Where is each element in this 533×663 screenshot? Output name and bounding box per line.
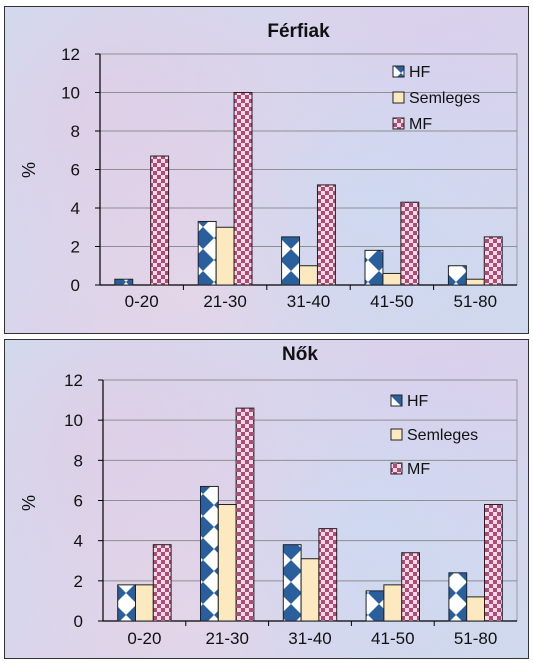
chart-title: Férfiak [267, 21, 330, 42]
bar-mf-21-30 [235, 407, 255, 622]
x-tick-label: 31-40 [287, 292, 330, 311]
x-tick-label: 21-30 [203, 292, 246, 311]
y-tick-label: 2 [71, 238, 80, 257]
bar-hf-21-30 [197, 220, 217, 286]
bar-mf-41-50 [401, 552, 421, 622]
chart-title: Nők [282, 344, 318, 365]
y-tick-label: 6 [71, 161, 80, 180]
y-axis-label: % [19, 495, 39, 511]
bar-semleges-31-40 [300, 558, 320, 622]
bar-mf-31-40 [318, 528, 338, 622]
legend-label-hf: HF [407, 393, 429, 410]
bar-semleges-0-20 [134, 584, 154, 622]
bar-mf-41-50 [400, 201, 420, 286]
chart-panel-nok: 0 2 4 6 8 10 12 Nők% 0-20 21-30 31-40 41-50 51-80 HF S… [4, 339, 529, 659]
bar-mf-21-30 [233, 92, 253, 286]
bar-semleges-21-30 [217, 504, 237, 622]
bar-semleges-51-80 [466, 596, 486, 622]
bar-hf-0-20 [117, 584, 136, 622]
legend-label-semleges: Semleges [407, 427, 478, 444]
y-tick-label: 8 [74, 451, 83, 470]
legend-label-mf: MF [409, 116, 432, 133]
y-axis-label: % [19, 162, 39, 178]
chart-panel-ferfiak: 0 2 4 6 8 10 12 Férfiak% 0-20 21-30 31-40 41-50 51-8… [4, 6, 529, 334]
legend-swatch-semleges [392, 91, 405, 104]
legend-label-mf: MF [407, 461, 430, 478]
legend-label-hf: HF [409, 64, 431, 81]
y-tick-label: 0 [74, 612, 83, 631]
bar-chart-ferfiak: 0 2 4 6 8 10 12 Férfiak% 0-20 21-30 31-40 41-50 51-8… [19, 21, 518, 311]
y-tick-label: 10 [61, 84, 80, 103]
x-tick-label: 51-80 [454, 629, 497, 648]
bar-hf-31-40 [282, 544, 302, 622]
y-tick-label: 12 [61, 45, 80, 64]
legend-swatch-hf [392, 65, 405, 78]
legend-label-semleges: Semleges [409, 90, 480, 107]
legend-swatch-mf [390, 462, 403, 475]
x-tick-label: 0-20 [127, 629, 161, 648]
y-tick-label: 8 [71, 122, 80, 141]
y-tick-label: 4 [71, 199, 80, 218]
x-tick-label: 41-50 [370, 292, 413, 311]
bar-semleges-41-50 [382, 272, 402, 286]
x-tick-label: 51-80 [454, 292, 497, 311]
y-tick-label: 6 [74, 492, 83, 511]
y-tick-label: 4 [74, 532, 83, 551]
bar-mf-0-20 [152, 544, 172, 622]
bar-hf-51-80 [448, 572, 468, 622]
bar-mf-0-20 [150, 155, 170, 286]
bar-hf-31-40 [281, 236, 301, 286]
bar-semleges-21-30 [215, 226, 235, 286]
bar-mf-51-80 [483, 236, 503, 286]
bar-semleges-31-40 [299, 265, 318, 286]
bar-hf-21-30 [199, 485, 219, 622]
legend-swatch-mf [392, 117, 405, 130]
bar-semleges-51-80 [465, 278, 485, 286]
bar-hf-0-20 [114, 278, 134, 286]
y-tick-label: 0 [71, 276, 80, 295]
y-tick-label: 10 [64, 411, 83, 430]
x-tick-label: 41-50 [371, 629, 414, 648]
y-tick-label: 12 [64, 371, 83, 390]
bar-hf-41-50 [365, 590, 385, 622]
legend-swatch-semleges [390, 428, 403, 441]
bar-mf-31-40 [316, 184, 336, 286]
bar-hf-51-80 [447, 265, 467, 286]
bar-hf-41-50 [364, 249, 384, 286]
bar-mf-51-80 [484, 504, 503, 622]
x-tick-label: 0-20 [125, 292, 159, 311]
bar-chart-nok: 0 2 4 6 8 10 12 Nők% 0-20 21-30 31-40 41-50 51-80 HF S… [19, 344, 518, 648]
x-tick-label: 21-30 [205, 629, 248, 648]
x-tick-label: 31-40 [288, 629, 331, 648]
legend-swatch-hf [390, 394, 403, 407]
y-tick-label: 2 [74, 572, 83, 591]
bar-semleges-41-50 [383, 584, 403, 622]
